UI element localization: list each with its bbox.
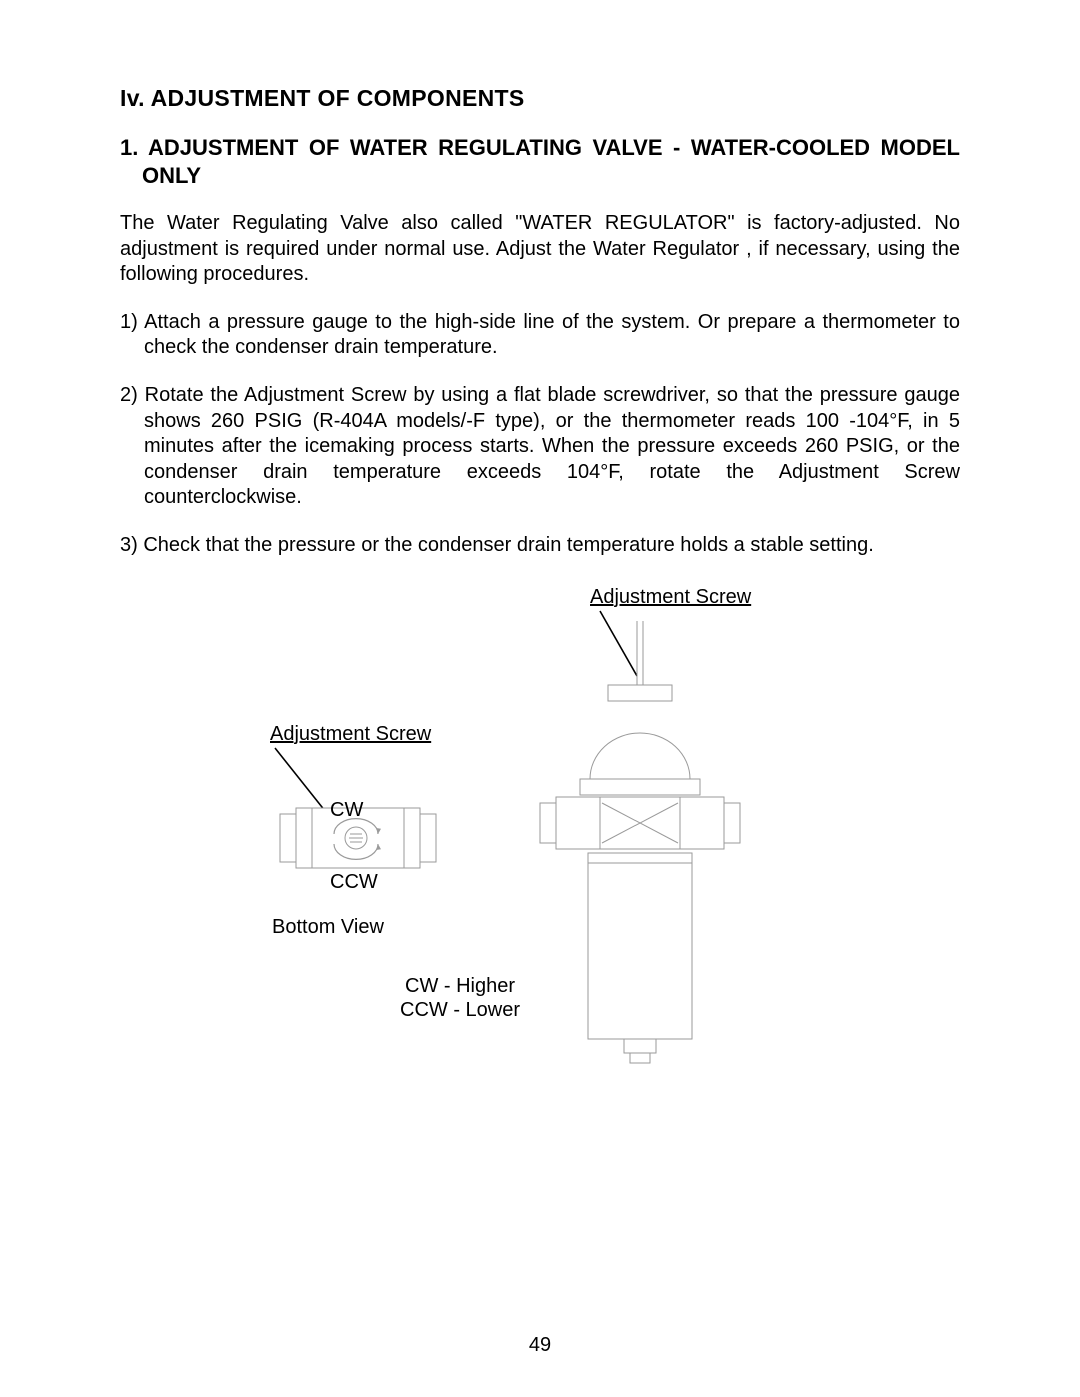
label-ccw-lower: CCW - Lower [400, 999, 520, 1022]
heading-sub-text: 1. ADJUSTMENT OF WATER REGULATING VALVE … [120, 134, 960, 189]
step-2: 2) Rotate the Adjustment Screw by using … [120, 383, 960, 511]
label-adjustment-screw-left: Adjustment Screw [270, 723, 431, 746]
label-bottom-view: Bottom View [272, 916, 384, 939]
heading-sub: 1. ADJUSTMENT OF WATER REGULATING VALVE … [120, 134, 960, 189]
label-ccw: CCW [330, 871, 378, 894]
label-cw: CW [330, 799, 363, 822]
label-cw-higher: CW - Higher [405, 975, 515, 998]
step-3: 3) Check that the pressure or the conden… [120, 533, 960, 559]
label-adjustment-screw-right: Adjustment Screw [590, 586, 751, 609]
page: Iv. ADJUSTMENT OF COMPONENTS 1. ADJUSTME… [0, 0, 1080, 1397]
diagram-area: Adjustment Screw Adjustment Screw CW CCW… [120, 581, 960, 1101]
page-number: 49 [0, 1334, 1080, 1357]
valve-diagram-svg [120, 581, 960, 1101]
heading-main: Iv. ADJUSTMENT OF COMPONENTS [120, 85, 960, 112]
intro-paragraph: The Water Regulating Valve also called "… [120, 211, 960, 288]
step-1: 1) Attach a pressure gauge to the high-s… [120, 310, 960, 361]
